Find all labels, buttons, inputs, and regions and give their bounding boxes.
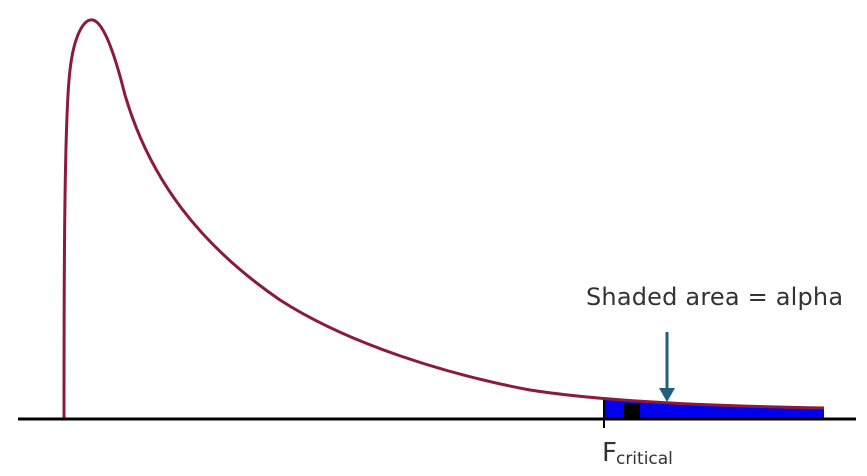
shaded-area-annotation: Shaded area = alpha	[586, 283, 844, 311]
f-distribution-curve	[62, 18, 825, 419]
shaded-alpha-region	[604, 399, 824, 419]
annotation-arrow-head	[659, 388, 675, 402]
region-marker	[624, 404, 640, 419]
f-critical-main: F	[602, 438, 617, 468]
f-critical-label: Fcritical	[602, 438, 673, 469]
f-critical-subscript: critical	[615, 449, 673, 469]
